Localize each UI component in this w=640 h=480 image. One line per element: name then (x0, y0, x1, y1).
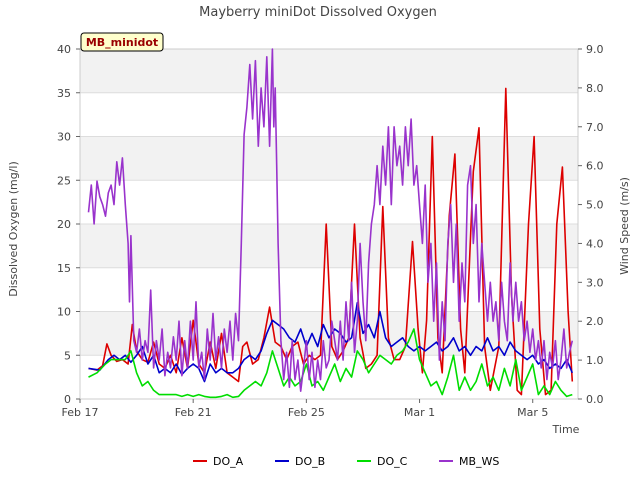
right-tick-label: 2.0 (586, 315, 604, 328)
right-tick-label: 6.0 (586, 160, 604, 173)
left-tick-label: 30 (57, 131, 71, 144)
right-tick-label: 7.0 (586, 121, 604, 134)
x-axis-label: Time (552, 423, 580, 436)
left-tick-label: 25 (57, 174, 71, 187)
y-axis-left-label: Dissolved Oxygen (mg/l) (7, 161, 20, 296)
x-axis-ticks: Feb 17 Feb 21 Feb 25 Mar 1 Mar 5 (62, 399, 548, 419)
right-tick-label: 1.0 (586, 354, 604, 367)
legend: DO_A DO_B DO_C MB_WS (193, 455, 499, 468)
x-tick-label: Mar 1 (404, 406, 435, 419)
left-tick-label: 5 (64, 349, 71, 362)
right-tick-label: 3.0 (586, 276, 604, 289)
right-tick-label: 8.0 (586, 82, 604, 95)
grid-band (80, 49, 578, 93)
grid-band (80, 180, 578, 224)
x-tick-label: Feb 21 (175, 406, 212, 419)
series-line-do-b (88, 302, 574, 383)
left-tick-label: 10 (57, 306, 71, 319)
right-tick-label: 5.0 (586, 199, 604, 212)
left-tick-label: 40 (57, 43, 71, 56)
annotation-box: MB_minidot (80, 32, 164, 52)
legend-label-do-b: DO_B (295, 455, 325, 468)
series-lines (87, 48, 574, 399)
series-line-mb-ws (87, 48, 574, 392)
grid-band (80, 92, 578, 137)
legend-label-mb-ws: MB_WS (459, 455, 499, 468)
left-axis-ticks: 0 5 10 15 20 25 30 35 40 (57, 43, 80, 406)
left-tick-label: 15 (57, 262, 71, 275)
right-tick-label: 9.0 (586, 43, 604, 56)
x-tick-label: Feb 17 (62, 406, 99, 419)
chart-title: Mayberry miniDot Dissolved Oxygen (199, 5, 437, 20)
left-tick-label: 0 (64, 393, 71, 406)
annotation-box-frame (80, 32, 164, 52)
grid-band (80, 136, 578, 181)
grid-band (80, 224, 578, 268)
annotation-text: MB_minidot (86, 36, 158, 49)
legend-label-do-a: DO_A (213, 455, 244, 468)
left-tick-label: 35 (57, 87, 71, 100)
x-tick-label: Feb 25 (288, 406, 325, 419)
right-axis-ticks: 0.0 1.0 2.0 3.0 4.0 5.0 6.0 7.0 8.0 9.0 (578, 43, 604, 406)
series-line-do-c (88, 328, 573, 399)
right-tick-label: 4.0 (586, 237, 604, 250)
legend-label-do-c: DO_C (377, 455, 408, 468)
right-tick-label: 0.0 (586, 393, 604, 406)
left-tick-label: 20 (57, 218, 71, 231)
y-axis-right-label: Wind Speed (m/s) (618, 177, 631, 275)
x-tick-label: Mar 5 (517, 406, 548, 419)
